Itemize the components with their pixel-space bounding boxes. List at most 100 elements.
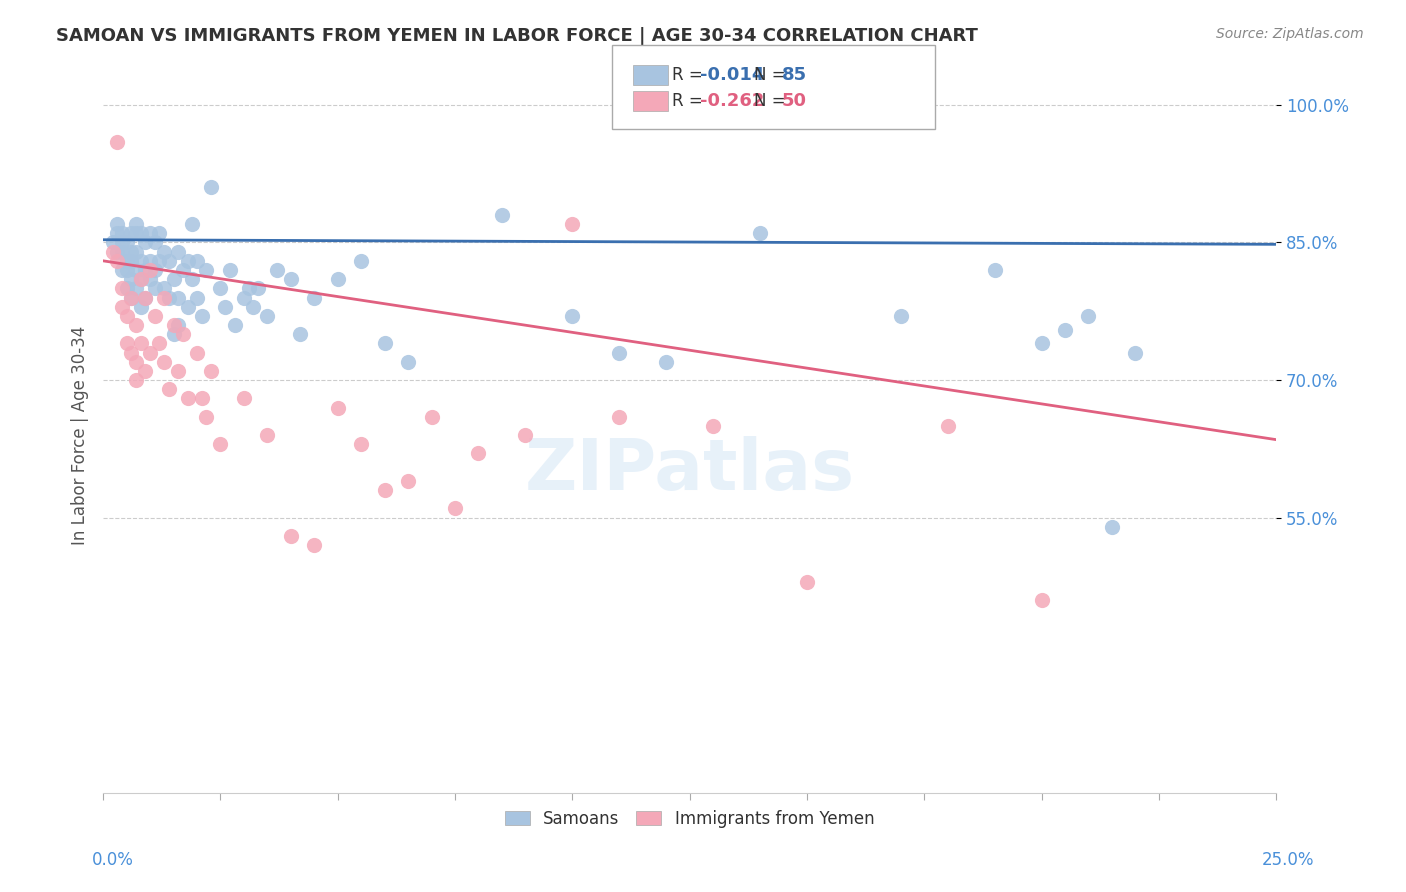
Text: ZIPatlas: ZIPatlas bbox=[524, 436, 855, 505]
Point bbox=[890, 309, 912, 323]
Point bbox=[162, 327, 184, 342]
Point bbox=[607, 345, 630, 359]
Point bbox=[374, 483, 396, 497]
Point bbox=[105, 253, 128, 268]
Point bbox=[266, 263, 288, 277]
Point bbox=[115, 235, 138, 250]
Point bbox=[139, 227, 162, 241]
Point bbox=[134, 291, 156, 305]
Point bbox=[120, 291, 142, 305]
Point bbox=[936, 418, 959, 433]
Point bbox=[1101, 520, 1123, 534]
Point bbox=[125, 263, 148, 277]
Point bbox=[162, 318, 184, 332]
Point bbox=[200, 364, 222, 378]
Point bbox=[190, 392, 212, 406]
Text: R =: R = bbox=[672, 66, 709, 84]
Point bbox=[148, 253, 170, 268]
Point bbox=[232, 291, 254, 305]
Point bbox=[111, 244, 134, 259]
Text: 25.0%: 25.0% bbox=[1263, 851, 1315, 869]
Point bbox=[105, 217, 128, 231]
Text: -0.014: -0.014 bbox=[700, 66, 765, 84]
Point bbox=[290, 327, 312, 342]
Point bbox=[172, 327, 194, 342]
Point bbox=[655, 354, 678, 368]
Point bbox=[129, 272, 152, 286]
Point bbox=[350, 437, 373, 451]
Point bbox=[129, 253, 152, 268]
Point bbox=[120, 227, 142, 241]
Point bbox=[181, 272, 204, 286]
Text: 85: 85 bbox=[782, 66, 807, 84]
Point bbox=[186, 345, 208, 359]
Point bbox=[607, 409, 630, 424]
Point bbox=[125, 227, 148, 241]
Point bbox=[157, 291, 180, 305]
Point bbox=[280, 529, 302, 543]
Point bbox=[167, 291, 190, 305]
Point bbox=[491, 208, 513, 222]
Point bbox=[125, 318, 148, 332]
Point bbox=[143, 235, 166, 250]
Point bbox=[139, 345, 162, 359]
Point bbox=[120, 345, 142, 359]
Point bbox=[105, 227, 128, 241]
Point bbox=[232, 392, 254, 406]
Point bbox=[186, 253, 208, 268]
Point bbox=[420, 409, 443, 424]
Point bbox=[139, 253, 162, 268]
Point bbox=[186, 291, 208, 305]
Y-axis label: In Labor Force | Age 30-34: In Labor Force | Age 30-34 bbox=[72, 326, 89, 545]
Point bbox=[120, 244, 142, 259]
Point bbox=[111, 300, 134, 314]
Point bbox=[125, 244, 148, 259]
Point bbox=[209, 437, 232, 451]
Point bbox=[105, 244, 128, 259]
Point bbox=[304, 291, 326, 305]
Point bbox=[115, 336, 138, 351]
Point bbox=[246, 281, 269, 295]
Point bbox=[129, 336, 152, 351]
Point bbox=[115, 281, 138, 295]
Point bbox=[1031, 336, 1053, 351]
Point bbox=[111, 235, 134, 250]
Point bbox=[105, 135, 128, 149]
Point bbox=[326, 272, 349, 286]
Point bbox=[280, 272, 302, 286]
Point bbox=[153, 291, 176, 305]
Point bbox=[326, 401, 349, 415]
Text: R =: R = bbox=[672, 92, 709, 110]
Point bbox=[195, 263, 218, 277]
Point bbox=[181, 217, 204, 231]
Point bbox=[125, 217, 148, 231]
Text: -0.262: -0.262 bbox=[700, 92, 765, 110]
Point bbox=[129, 227, 152, 241]
Point bbox=[983, 263, 1005, 277]
Point bbox=[157, 382, 180, 396]
Point bbox=[195, 409, 218, 424]
Point bbox=[134, 235, 156, 250]
Point bbox=[111, 281, 134, 295]
Point bbox=[157, 253, 180, 268]
Point bbox=[125, 281, 148, 295]
Point bbox=[120, 272, 142, 286]
Point bbox=[115, 263, 138, 277]
Point bbox=[1123, 345, 1146, 359]
Point bbox=[218, 263, 240, 277]
Text: SAMOAN VS IMMIGRANTS FROM YEMEN IN LABOR FORCE | AGE 30-34 CORRELATION CHART: SAMOAN VS IMMIGRANTS FROM YEMEN IN LABOR… bbox=[56, 27, 979, 45]
Point bbox=[242, 300, 264, 314]
Point bbox=[209, 281, 232, 295]
Point bbox=[125, 373, 148, 387]
Point bbox=[101, 235, 124, 250]
Point bbox=[396, 354, 419, 368]
Point bbox=[143, 281, 166, 295]
Text: Source: ZipAtlas.com: Source: ZipAtlas.com bbox=[1216, 27, 1364, 41]
Point bbox=[129, 272, 152, 286]
Point bbox=[134, 364, 156, 378]
Point bbox=[143, 263, 166, 277]
Point bbox=[111, 227, 134, 241]
Point bbox=[162, 272, 184, 286]
Point bbox=[172, 263, 194, 277]
Point bbox=[444, 501, 467, 516]
